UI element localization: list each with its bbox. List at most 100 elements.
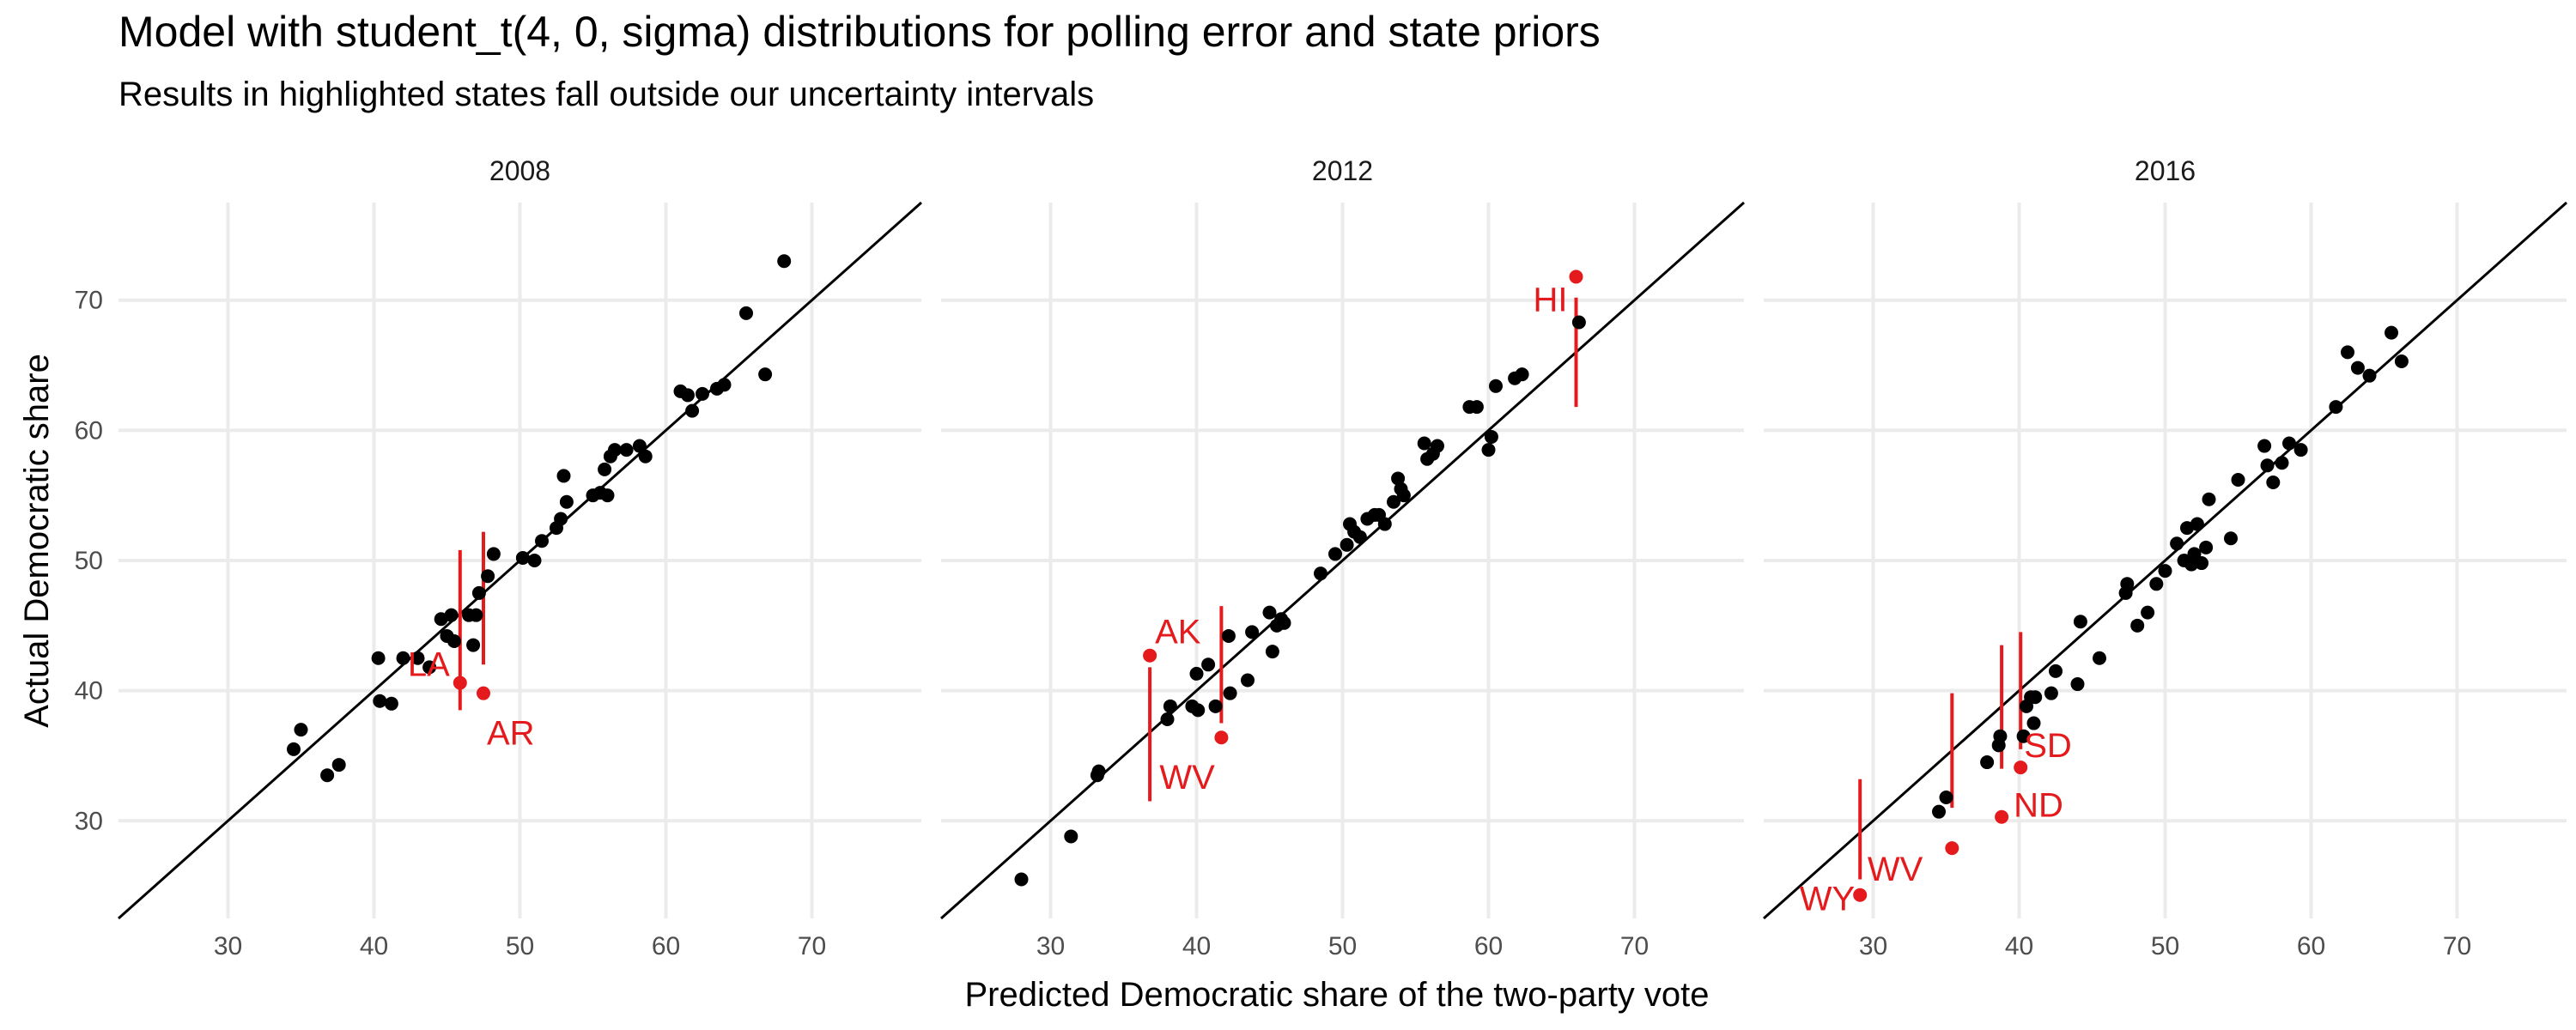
data-point [1191,703,1206,718]
data-point [2260,458,2275,473]
data-point [2093,651,2106,665]
data-point [320,768,335,783]
data-point [777,254,792,269]
x-tick-label: 40 [360,932,388,960]
data-point [2394,354,2409,368]
data-point [1489,379,1503,393]
data-point [1340,537,1354,552]
highlighted-point-sd [2014,760,2028,775]
highlighted-point-ar [477,686,490,700]
data-point [1163,699,1177,713]
data-point [1265,645,1279,659]
data-point [1939,790,1953,804]
data-point [1189,666,1204,681]
x-tick-label: 60 [2297,932,2325,960]
data-point [2049,663,2063,678]
data-point [396,651,410,665]
state-label-sd: SD [2024,727,2072,765]
data-point [2149,577,2164,591]
data-point [2231,472,2245,487]
x-tick-label: 50 [506,932,534,960]
data-point [685,403,700,418]
data-point [2329,400,2343,415]
data-point [758,367,773,382]
data-point [1571,315,1586,330]
highlighted-point-wv [1945,841,1959,856]
panel-2016: 2016 30 40 50 60 70 WY WV ND SD [1763,155,2567,960]
y-tick-label: 50 [75,547,103,575]
data-point [1223,686,1237,700]
data-point [294,723,308,737]
data-point [1221,628,1236,643]
state-label-ak: AK [1155,614,1201,651]
x-axis-label: Predicted Democratic share of the two-pa… [964,976,1709,1014]
data-point [287,742,301,756]
data-point [1980,755,1995,770]
data-point [422,660,437,675]
x-tick-label: 30 [1036,932,1065,960]
data-point [696,386,709,401]
data-point [515,550,530,565]
y-tick-label: 70 [75,287,103,315]
x-tick-label: 70 [1620,932,1649,960]
data-point [2195,556,2208,571]
data-point [1484,429,1498,444]
data-point [2257,439,2272,453]
data-point [1391,471,1406,486]
data-point [1241,673,1255,688]
chart-subtitle: Results in highlighted states fall outsi… [118,76,1095,113]
data-point [1314,566,1327,581]
data-point [1328,547,1342,561]
data-point [2266,476,2281,490]
data-point [535,534,549,548]
x-tick-label: 30 [1859,932,1887,960]
data-point [559,494,574,509]
data-point [2120,577,2135,591]
data-point [444,608,459,622]
y-axis-label: Actual Democratic share [18,354,56,728]
data-point [1064,829,1078,844]
data-point [2026,716,2041,730]
data-point [1417,436,1431,451]
data-point [2070,677,2085,692]
state-label-ar: AR [487,715,535,753]
data-point [1208,699,1223,713]
reference-line [940,201,1745,920]
data-point [2350,360,2365,375]
data-point [2275,456,2289,470]
data-point [410,651,425,665]
y-tick-label: 40 [75,677,103,706]
data-point [1245,625,1260,639]
data-point [608,443,622,457]
highlighted-point-wv [1214,730,1229,745]
data-point [638,449,653,464]
data-point [1932,804,1946,819]
data-point [1387,494,1400,509]
data-point [2199,540,2214,554]
state-label-wv: WV [1868,851,1923,888]
data-point [600,488,615,503]
y-tick-label: 30 [75,807,103,835]
data-point [373,694,387,708]
data-point [2362,368,2377,383]
data-point [2141,605,2155,620]
x-tick-label: 70 [2443,932,2471,960]
data-point [554,512,568,526]
x-tick-label: 50 [1328,932,1357,960]
highlighted-point-la [453,676,467,690]
panel-label: 2016 [2135,155,2196,186]
data-point [2184,557,2199,572]
data-point [2385,325,2398,340]
state-label-hi: HI [1534,281,1568,318]
highlighted-point-ak [1143,648,1157,663]
data-point [556,469,571,483]
data-point [2282,436,2296,451]
data-point [2190,517,2204,531]
data-point [1431,439,1444,453]
panels: 2008 30 40 50 60 70 30 40 50 60 70 LA AR 2012 30 40 50 60… [75,155,2567,960]
data-point [1277,615,1291,630]
x-tick-label: 60 [1474,932,1503,960]
data-point [471,585,486,600]
data-point [2170,536,2184,551]
